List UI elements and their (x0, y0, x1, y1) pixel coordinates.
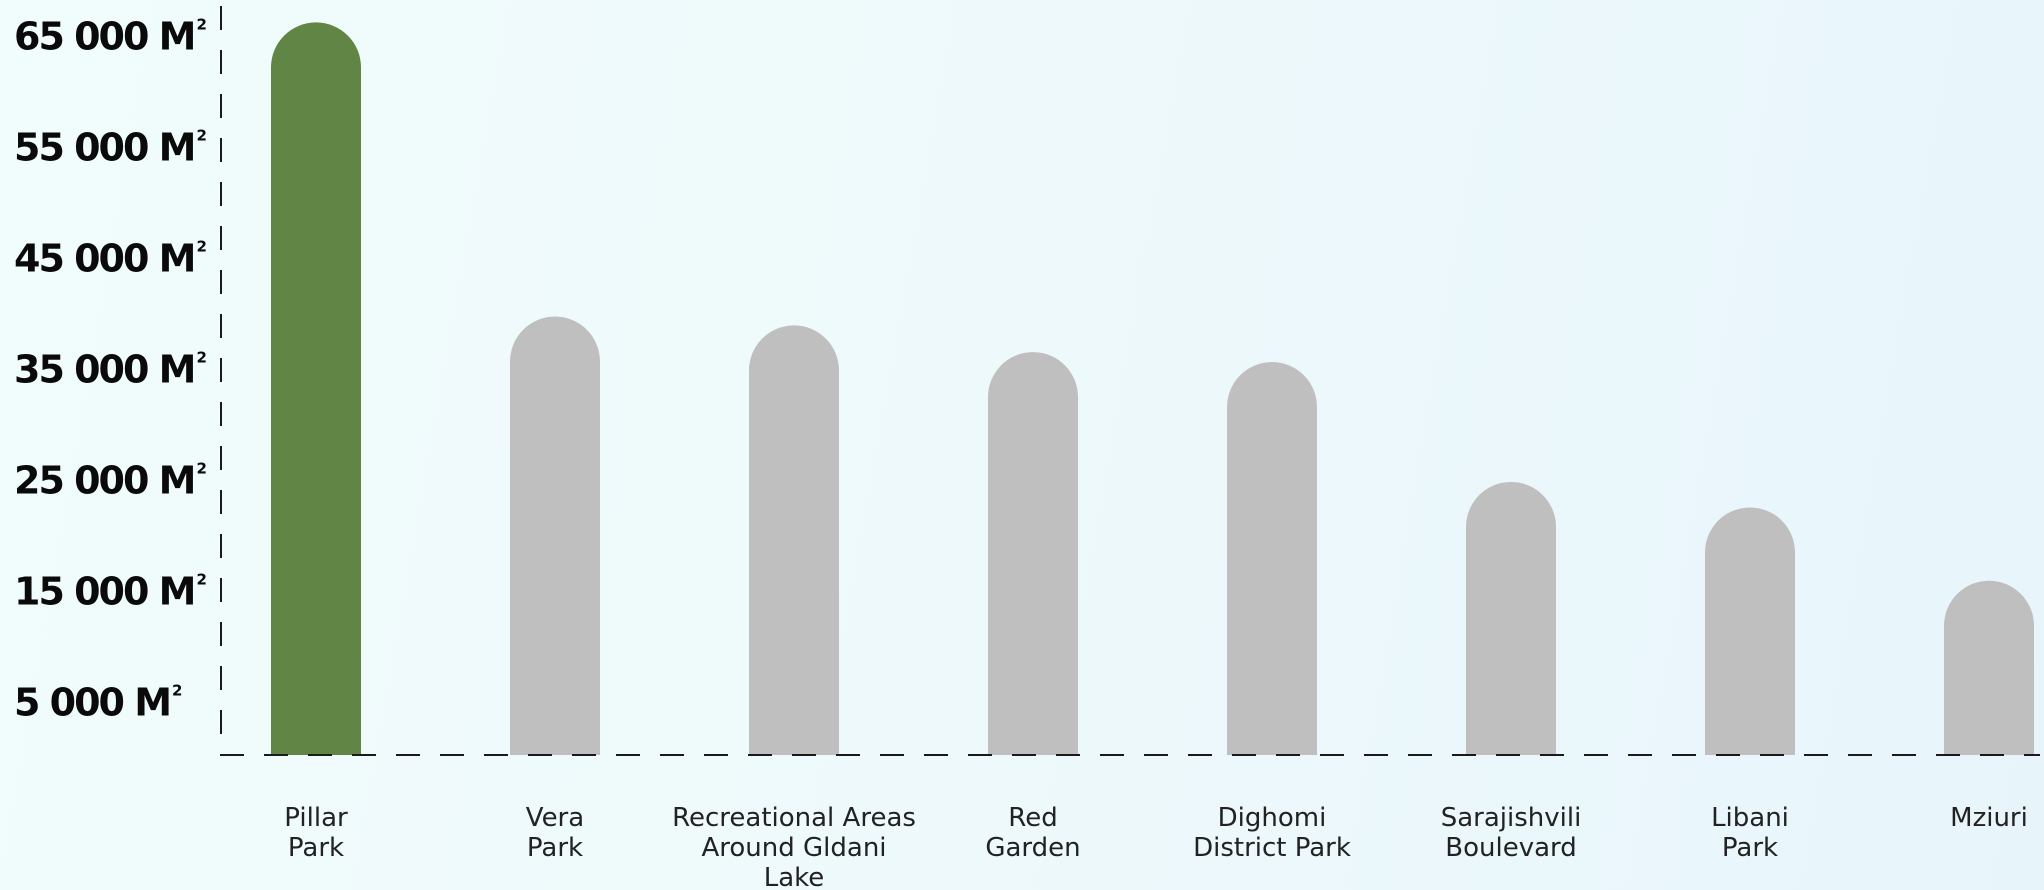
x-tick-label: Sarajishvili Boulevard (1441, 803, 1582, 863)
x-tick-label: Libani Park (1711, 803, 1789, 863)
x-tick-label: Dighomi District Park (1193, 803, 1351, 863)
bar-2 (510, 316, 600, 755)
bar-3 (749, 325, 839, 755)
bar-6 (1466, 481, 1556, 755)
bar-7 (1705, 507, 1795, 755)
x-tick-label: Recreational Areas Around Gldani Lake (672, 803, 916, 890)
x-tick-label: Pillar Park (284, 803, 348, 863)
x-tick-labels: Pillar Park Vera Park Recreational Areas Arou… (284, 803, 2028, 890)
bar-8 (1944, 580, 2034, 755)
x-tick-label: Red Garden (985, 803, 1080, 863)
bar-1 (271, 22, 361, 755)
bar-4 (988, 352, 1078, 755)
x-tick-label: Vera Park (526, 803, 584, 863)
bars-group (271, 22, 2034, 755)
bar-5 (1227, 362, 1317, 755)
y-tick-labels: 5 000 M 2 15 000 M 2 25 000 M 2 35 000 M 2 45 00… (14, 15, 208, 725)
x-tick-label: Mziuri (1950, 803, 2028, 833)
